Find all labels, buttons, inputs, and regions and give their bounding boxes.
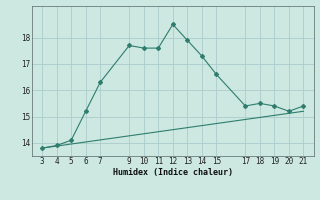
X-axis label: Humidex (Indice chaleur): Humidex (Indice chaleur) bbox=[113, 168, 233, 177]
